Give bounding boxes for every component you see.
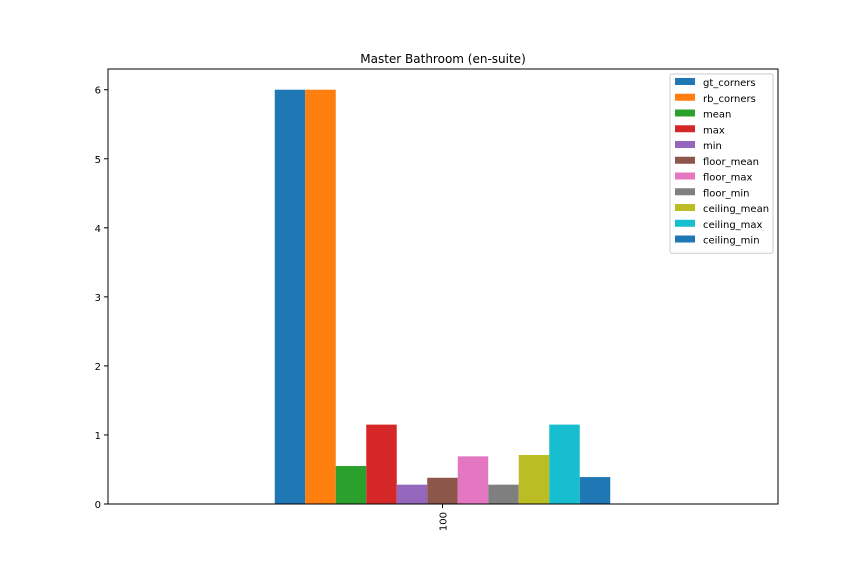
legend-swatch-gt-corners: [675, 78, 695, 85]
bars-group: [274, 89, 611, 505]
y-tick-label: 3: [95, 293, 101, 304]
bar-ceiling-max: [549, 424, 580, 504]
bar-floor-max: [457, 456, 489, 504]
bar-max: [366, 424, 397, 504]
legend-label-gt-corners: gt_corners: [703, 78, 756, 89]
legend-swatch-floor-mean: [675, 156, 695, 164]
legend-swatch-max: [675, 125, 695, 133]
y-tick-label: 5: [95, 155, 101, 166]
legend-swatch-ceiling-min: [675, 235, 695, 243]
bar-min: [396, 484, 428, 504]
legend-label-ceiling-max: ceiling_max: [703, 220, 763, 231]
legend-label-floor-max: floor_max: [703, 173, 753, 184]
x-tick-label: 100: [439, 512, 450, 531]
legend-swatch-ceiling-mean: [675, 204, 695, 211]
legend-swatch-floor-min: [675, 188, 695, 196]
legend-label-ceiling-mean: ceiling_mean: [703, 204, 769, 215]
legend-swatch-min: [675, 141, 695, 148]
bar-ceiling-min: [579, 477, 611, 504]
legend-label-floor-min: floor_min: [703, 188, 750, 199]
legend-swatch-ceiling-max: [675, 219, 695, 227]
legend-swatch-mean: [675, 109, 695, 117]
bar-mean: [335, 466, 367, 504]
legend-label-max: max: [703, 125, 725, 136]
y-tick-label: 1: [95, 431, 101, 442]
legend-swatch-rb-corners: [675, 93, 695, 101]
bar-rb-corners: [305, 89, 336, 505]
legend-swatch-floor-max: [675, 172, 695, 180]
bar-floor-mean: [427, 477, 458, 504]
bar-floor-min: [488, 484, 519, 504]
chart-title: Master Bathroom (en-suite): [360, 52, 526, 66]
legend-label-min: min: [703, 141, 722, 152]
y-tick-label: 2: [95, 362, 101, 373]
legend-label-ceiling-min: ceiling_min: [703, 236, 760, 247]
legend-box: [669, 73, 774, 254]
bar-ceiling-mean: [518, 454, 550, 504]
bar-gt-corners: [274, 89, 306, 505]
legend-label-rb-corners: rb_corners: [703, 94, 756, 105]
axes-group: 0 1 2 3 4 5 6 100: [95, 68, 779, 531]
y-tick-label: 0: [95, 500, 101, 511]
y-tick-label: 6: [95, 86, 101, 97]
y-tick-label: 4: [95, 224, 101, 235]
legend-label-floor-mean: floor_mean: [703, 157, 759, 168]
legend-label-mean: mean: [703, 110, 731, 121]
